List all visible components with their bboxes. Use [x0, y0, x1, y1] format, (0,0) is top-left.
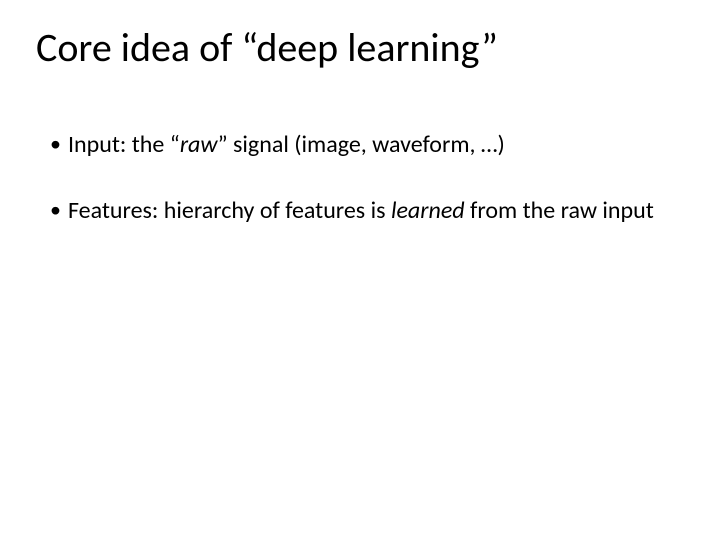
bullet-text: from the raw input: [465, 196, 654, 225]
bullet-text: ” signal (image, waveform, …): [218, 130, 505, 159]
slide-title: Core idea of “deep learning”: [36, 26, 498, 70]
slide: Core idea of “deep learning” Input: the …: [0, 0, 720, 540]
bullet-text-italic: learned: [391, 196, 465, 225]
bullet-item: Features: hierarchy of features is learn…: [50, 196, 670, 226]
bullet-text-italic: raw: [180, 130, 218, 159]
bullet-item: Input: the “raw” signal (image, waveform…: [50, 130, 670, 160]
slide-body: Input: the “raw” signal (image, waveform…: [50, 130, 670, 262]
bullet-text: Features: hierarchy of features is: [68, 196, 391, 225]
bullet-text: Input: the “: [68, 130, 180, 159]
